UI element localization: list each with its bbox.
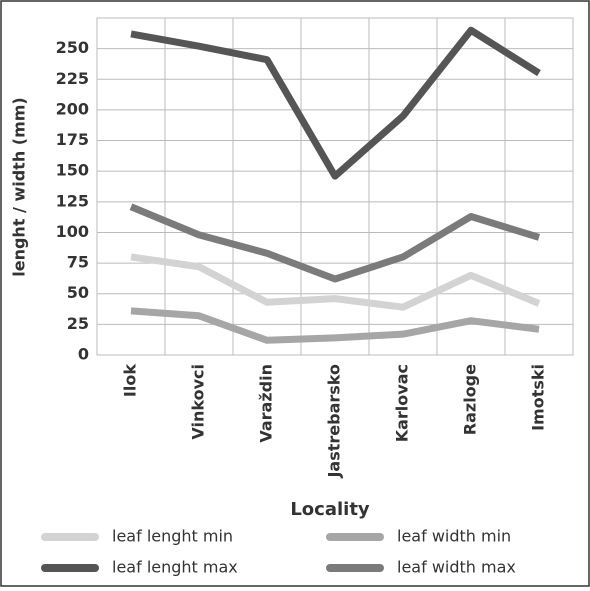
y-tick-label: 250: [56, 38, 89, 57]
legend-label: leaf lenght max: [112, 558, 238, 577]
line-series: [130, 26, 541, 180]
y-tick-label: 100: [56, 222, 89, 241]
x-axis-title: Locality: [290, 499, 370, 520]
y-tick-label: 125: [56, 191, 89, 210]
y-tick-label: 50: [67, 283, 89, 302]
line-series: [129, 203, 541, 283]
y-tick-label: 200: [56, 99, 89, 118]
x-tick-label: Varaždin: [257, 364, 276, 443]
y-tick-label: 0: [78, 345, 89, 364]
y-tick-label: 25: [67, 314, 89, 333]
x-tick-label: Vinkovci: [189, 364, 208, 440]
x-tick-label: Razloge: [461, 364, 480, 435]
y-axis-title: lenght / width (mm): [10, 97, 29, 277]
y-tick-label: 150: [56, 161, 89, 180]
x-tick-label: Jastrebarsko: [325, 364, 344, 479]
x-tick-label: Imotski: [529, 364, 548, 431]
legend-label: leaf lenght min: [112, 527, 233, 546]
y-tick-label: 75: [67, 253, 89, 272]
line-series: [130, 253, 541, 311]
x-tick-label: Karlovac: [393, 364, 412, 442]
legend-label: leaf width min: [397, 527, 511, 546]
legend-label: leaf width max: [397, 558, 516, 577]
x-tick-label: Ilok: [121, 364, 140, 397]
line-series: [130, 307, 540, 344]
y-tick-label: 175: [56, 130, 89, 149]
y-tick-label: 225: [56, 69, 89, 88]
